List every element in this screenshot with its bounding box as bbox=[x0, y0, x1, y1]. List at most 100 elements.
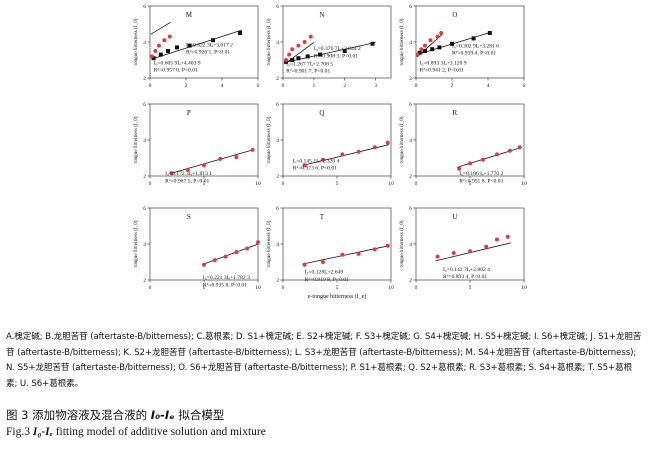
panel-n-letter: N bbox=[319, 11, 324, 19]
panel-m-fit-line-0 bbox=[151, 29, 242, 60]
panel-t-point-circle bbox=[385, 243, 390, 248]
panel-q-xtick-label: 5 bbox=[336, 181, 339, 187]
panel-n-point-square bbox=[290, 58, 295, 62]
panel-m-xtick-label: 6 bbox=[257, 83, 260, 89]
panel-m-point-circle bbox=[157, 43, 161, 48]
panel-o-point-circle bbox=[415, 52, 420, 57]
panel-o-ytick-label: 2 bbox=[409, 76, 412, 82]
panel-p-xtick-label: 5 bbox=[203, 181, 206, 187]
panel-u-point-circle bbox=[451, 251, 456, 255]
panel-o-ytick-label: 6 bbox=[409, 4, 412, 10]
panel-n-equation: R²=0.908 3, P<0.01 bbox=[314, 53, 358, 59]
panel-m-point-circle bbox=[162, 38, 167, 43]
panel-r-equation: R²=0.951 8, P<0.01 bbox=[459, 178, 503, 184]
panel-s-point-circle bbox=[256, 240, 260, 245]
panel-m-point-square bbox=[175, 45, 179, 50]
panel-m-point-square bbox=[151, 56, 156, 61]
panel-t-ytick-label: 6 bbox=[276, 206, 279, 212]
panel-m-equation: R²=0.957 0, P<0.01 bbox=[154, 68, 198, 74]
panel-n-equation: I₀=0.376 7Iₑ+2.844 2 bbox=[314, 46, 361, 52]
panel-o-point-square bbox=[487, 31, 492, 35]
panel-n-xtick-label: 2 bbox=[343, 83, 346, 89]
panel-t-ytick-label: 2 bbox=[276, 278, 279, 284]
panel-t-point-circle bbox=[302, 262, 307, 267]
panel-o-equation: I₀=0.302 9Iₑ+3.281 6 bbox=[452, 43, 499, 49]
panel-m-ytick-label: 2 bbox=[143, 76, 146, 82]
figure-legend-text: A.槐定碱; B.龙胆苦苷 (aftertaste-B/bitterness);… bbox=[6, 332, 642, 389]
panel-n-ytick-label: 2 bbox=[276, 76, 279, 82]
panel-t-equation: R²=0.919 8, P<0.01 bbox=[305, 277, 349, 283]
panel-o-xtick-label: 6 bbox=[523, 83, 526, 89]
panel-m-point-square bbox=[158, 52, 163, 57]
panel-r-point-circle bbox=[457, 166, 462, 171]
panel-r-letter: R bbox=[453, 109, 458, 117]
panel-u-xtick-label: 5 bbox=[469, 285, 472, 291]
panel-p-ytick-label: 6 bbox=[143, 102, 146, 108]
panel-t-letter: T bbox=[320, 213, 325, 221]
panel-u-point-circle bbox=[495, 237, 499, 242]
panel-p-point-circle bbox=[202, 163, 206, 168]
panel-s-fit-line-0 bbox=[201, 243, 260, 266]
panel-t-ylabel: tongue bitterness (I_0) bbox=[265, 220, 272, 267]
figure-title-cn-prefix: 图 3 添加物溶液及混合液的 bbox=[6, 408, 151, 422]
panel-u-letter: U bbox=[452, 213, 457, 221]
panel-q-point-circle bbox=[302, 163, 307, 168]
panel-m-ylabel: tongue bitterness (I_0) bbox=[132, 18, 139, 65]
panel-q-xtick-label: 0 bbox=[282, 181, 285, 187]
panel-p-point-circle bbox=[250, 147, 255, 152]
panel-s-letter: S bbox=[187, 213, 191, 221]
panel-s-frame bbox=[149, 207, 259, 281]
panel-r-point-circle bbox=[480, 157, 485, 162]
figure-title-en: Fig.3 I₀-Iₑ fitting model of additive so… bbox=[6, 426, 266, 438]
panel-s-point-circle bbox=[212, 258, 217, 263]
panel-o-xtick-label: 2 bbox=[451, 83, 454, 89]
panel-r-ytick-label: 6 bbox=[409, 102, 412, 108]
x-axis-label: e-tongue bitterness (I_e) bbox=[308, 293, 367, 300]
panel-n-ytick-label: 6 bbox=[276, 4, 279, 10]
panel-n-equation: R²=0.901 7, P<0.01 bbox=[286, 69, 330, 75]
panel-m-equation: R²=0.920 1, P<0.01 bbox=[186, 50, 230, 56]
panel-m-xtick-label: 2 bbox=[185, 83, 188, 89]
panel-p-equation: R²=0.967 5, P<0.01 bbox=[165, 178, 209, 184]
panel-u-ylabel: tongue bitterness (I_0) bbox=[398, 220, 405, 267]
panel-n-point-circle bbox=[284, 58, 289, 62]
panel-n-equation: I₀=1.267 7Iₑ+2.708 5 bbox=[286, 61, 333, 67]
panel-p-ytick-label: 2 bbox=[143, 174, 146, 180]
panel-s-ytick-label: 4 bbox=[143, 242, 146, 248]
panel-q-letter: Q bbox=[319, 109, 324, 117]
panel-n-point-circle bbox=[290, 47, 295, 52]
panel-r-ytick-label: 2 bbox=[409, 174, 412, 180]
panel-m-letter: M bbox=[186, 11, 193, 19]
panel-n-point-circle bbox=[302, 40, 307, 44]
panel-q-point-circle bbox=[385, 140, 390, 145]
panel-o-ylabel: tongue bitterness (I_0) bbox=[398, 18, 405, 65]
panel-n-ylabel: tongue bitterness (I_0) bbox=[265, 18, 272, 65]
panel-p-xtick-label: 0 bbox=[149, 181, 152, 187]
panel-s-ylabel: tongue bitterness (I_0) bbox=[132, 220, 139, 267]
panel-o-fit-line-0 bbox=[417, 31, 492, 55]
panel-p-xtick-label: 10 bbox=[255, 181, 261, 187]
figure-title-en-prefix: Fig.3 bbox=[6, 426, 33, 438]
panel-r-ytick-label: 4 bbox=[409, 138, 412, 144]
panel-m-point-square bbox=[166, 49, 170, 53]
panel-o-point-circle bbox=[439, 31, 444, 35]
panel-r-fit-line-0 bbox=[456, 146, 522, 168]
panel-u-point-circle bbox=[505, 234, 510, 239]
panel-s-xtick-label: 0 bbox=[149, 285, 152, 291]
panel-m-point-square bbox=[238, 31, 242, 35]
panel-u-point-circle bbox=[468, 249, 472, 254]
panel-m-equation: I₀=0.605 9Iₑ+4.403 9 bbox=[154, 61, 201, 67]
figure-title-en-vars: I₀-Iₑ bbox=[32, 426, 53, 438]
panel-o-point-square bbox=[471, 36, 476, 41]
panel-m-point-circle bbox=[153, 49, 158, 53]
panel-o-xtick-label: 0 bbox=[415, 83, 418, 89]
panel-o-equation: R²=0.939 4, P<0.01 bbox=[452, 51, 496, 57]
panel-s-xtick-label: 10 bbox=[255, 285, 261, 291]
figure-title-cn-suffix: 拟合模型 bbox=[174, 408, 225, 422]
panel-m-xtick-label: 0 bbox=[149, 83, 152, 89]
panel-r-equation: I₀=0.186 Iₑ+1.770 2 bbox=[459, 171, 503, 177]
panel-s-ytick-label: 2 bbox=[143, 278, 146, 284]
panel-n-fit-line-1 bbox=[284, 42, 315, 65]
panel-r-xtick-label: 0 bbox=[415, 181, 418, 187]
